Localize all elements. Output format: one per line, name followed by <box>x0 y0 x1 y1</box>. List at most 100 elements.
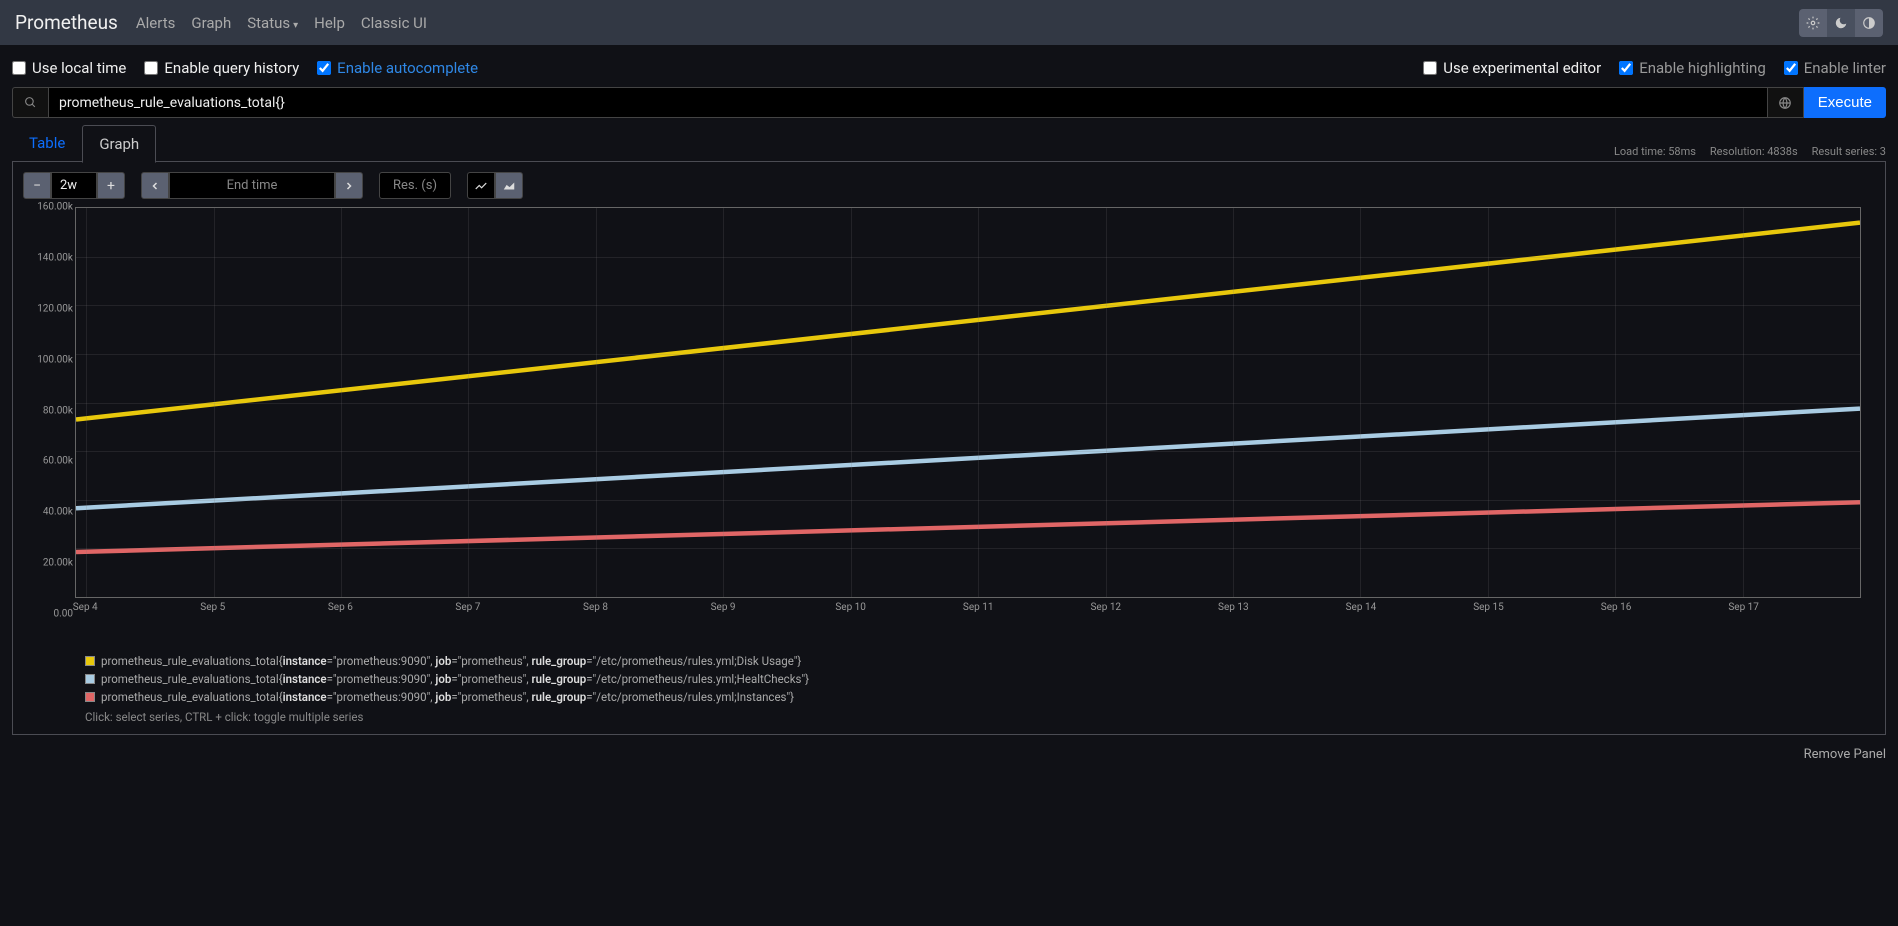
series-line-diskusage[interactable] <box>76 223 1860 420</box>
chart-container: 0.0020.00k40.00k60.00k80.00k100.00k120.0… <box>19 207 1879 632</box>
nav-item-graph[interactable]: Graph <box>191 14 231 32</box>
theme-contrast-button[interactable] <box>1855 9 1883 37</box>
x-tick-label: Sep 6 <box>328 602 353 613</box>
label-highlighting: Enable highlighting <box>1639 59 1766 77</box>
grid-line-vertical <box>341 208 342 597</box>
grid-line-horizontal <box>76 403 1860 404</box>
endtime-prev-button[interactable] <box>141 172 169 199</box>
legend-swatch <box>85 656 95 666</box>
navbar: Prometheus Alerts Graph Status▾ Help Classic… <box>0 0 1898 45</box>
legend-swatch <box>85 692 95 702</box>
tab-table[interactable]: Table <box>12 124 82 162</box>
legend: prometheus_rule_evaluations_total{instan… <box>19 632 1879 724</box>
grid-line-vertical <box>1743 208 1744 597</box>
grid-line-vertical <box>851 208 852 597</box>
checkbox-local-time[interactable] <box>12 61 26 75</box>
execute-button[interactable]: Execute <box>1804 87 1886 118</box>
y-axis-labels: 0.0020.00k40.00k60.00k80.00k100.00k120.0… <box>19 207 73 614</box>
legend-hint: Click: select series, CTRL + click: togg… <box>85 710 1879 724</box>
grid-line-horizontal <box>76 500 1860 501</box>
legend-swatch <box>85 674 95 684</box>
chevron-left-icon <box>149 180 161 192</box>
x-tick-label: Sep 7 <box>455 602 480 613</box>
series-line-healthchecks[interactable] <box>76 409 1860 509</box>
x-tick-label: Sep 14 <box>1346 602 1377 613</box>
nav-item-alerts[interactable]: Alerts <box>136 14 176 32</box>
theme-dark-button[interactable] <box>1827 9 1855 37</box>
grid-line-vertical <box>1360 208 1361 597</box>
checkbox-query-history[interactable] <box>144 61 158 75</box>
x-tick-label: Sep 5 <box>200 602 225 613</box>
grid-line-horizontal <box>76 548 1860 549</box>
remove-panel-link[interactable]: Remove Panel <box>0 743 1898 774</box>
nav-item-status[interactable]: Status▾ <box>247 14 298 32</box>
y-tick-label: 120.00k <box>19 303 73 314</box>
grid-line-vertical <box>1615 208 1616 597</box>
options-bar: Use local time Enable query history Enab… <box>0 45 1898 87</box>
range-increase-button[interactable]: + <box>97 172 125 199</box>
area-chart-icon <box>502 179 516 193</box>
query-input[interactable] <box>48 87 1768 118</box>
range-decrease-button[interactable]: − <box>23 172 51 199</box>
plus-icon: + <box>107 178 115 194</box>
y-tick-label: 80.00k <box>19 405 73 416</box>
grid-line-vertical <box>214 208 215 597</box>
legend-item[interactable]: prometheus_rule_evaluations_total{instan… <box>85 672 1879 686</box>
grid-line-horizontal <box>76 305 1860 306</box>
grid-line-horizontal <box>76 257 1860 258</box>
resolution-input[interactable]: Res. (s) <box>379 172 451 199</box>
label-local-time: Use local time <box>32 59 126 77</box>
nav-item-classic-ui[interactable]: Classic UI <box>361 14 427 32</box>
graph-controls: − 2w + End time Res. (s) <box>19 172 1879 207</box>
tab-graph[interactable]: Graph <box>82 125 156 163</box>
metrics-explorer-button[interactable] <box>1768 87 1804 118</box>
checkbox-autocomplete[interactable] <box>317 61 331 75</box>
search-icon <box>24 96 37 109</box>
chart-type-stacked-button[interactable] <box>495 172 523 199</box>
grid-line-horizontal <box>76 451 1860 452</box>
grid-line-vertical <box>978 208 979 597</box>
endtime-input[interactable]: End time <box>169 172 335 199</box>
chart-type-line-button[interactable] <box>467 172 495 199</box>
checkbox-linter[interactable] <box>1784 61 1798 75</box>
x-tick-label: Sep 15 <box>1473 602 1504 613</box>
series-line-instances[interactable] <box>76 502 1860 552</box>
x-tick-label: Sep 11 <box>963 602 994 613</box>
grid-line-vertical <box>86 208 87 597</box>
checkbox-experimental[interactable] <box>1423 61 1437 75</box>
legend-item[interactable]: prometheus_rule_evaluations_total{instan… <box>85 654 1879 668</box>
x-tick-label: Sep 17 <box>1728 602 1759 613</box>
opt-linter[interactable]: Enable linter <box>1784 59 1886 77</box>
x-axis-labels: Sep 4Sep 5Sep 6Sep 7Sep 8Sep 9Sep 10Sep … <box>75 598 1861 614</box>
minus-icon: − <box>33 178 41 194</box>
y-tick-label: 100.00k <box>19 354 73 365</box>
legend-item[interactable]: prometheus_rule_evaluations_total{instan… <box>85 690 1879 704</box>
y-tick-label: 60.00k <box>19 456 73 467</box>
chart-area[interactable] <box>75 207 1861 598</box>
tabs-and-meta: Table Graph Load time: 58ms Resolution: … <box>0 118 1898 162</box>
legend-label: prometheus_rule_evaluations_total{instan… <box>101 672 809 686</box>
gear-icon <box>1806 16 1820 30</box>
grid-line-vertical <box>1233 208 1234 597</box>
brand[interactable]: Prometheus <box>15 11 118 34</box>
opt-highlighting[interactable]: Enable highlighting <box>1619 59 1766 77</box>
nav-item-help[interactable]: Help <box>314 14 345 32</box>
label-autocomplete: Enable autocomplete <box>337 59 478 77</box>
checkbox-highlighting[interactable] <box>1619 61 1633 75</box>
opt-experimental[interactable]: Use experimental editor <box>1423 59 1601 77</box>
graph-panel: − 2w + End time Res. (s) 0.0020.00k40.00… <box>12 161 1886 735</box>
endtime-next-button[interactable] <box>335 172 363 199</box>
x-tick-label: Sep 12 <box>1090 602 1121 613</box>
x-tick-label: Sep 13 <box>1218 602 1249 613</box>
opt-autocomplete[interactable]: Enable autocomplete <box>317 59 478 77</box>
query-stats: Load time: 58ms Resolution: 4838s Result… <box>1614 129 1886 158</box>
y-tick-label: 20.00k <box>19 558 73 569</box>
chevron-down-icon: ▾ <box>293 20 298 31</box>
opt-local-time[interactable]: Use local time <box>12 59 126 77</box>
label-query-history: Enable query history <box>164 59 299 77</box>
search-icon-box <box>12 87 48 118</box>
range-value[interactable]: 2w <box>51 172 97 199</box>
x-tick-label: Sep 4 <box>73 602 98 613</box>
opt-query-history[interactable]: Enable query history <box>144 59 299 77</box>
theme-auto-button[interactable] <box>1799 9 1827 37</box>
